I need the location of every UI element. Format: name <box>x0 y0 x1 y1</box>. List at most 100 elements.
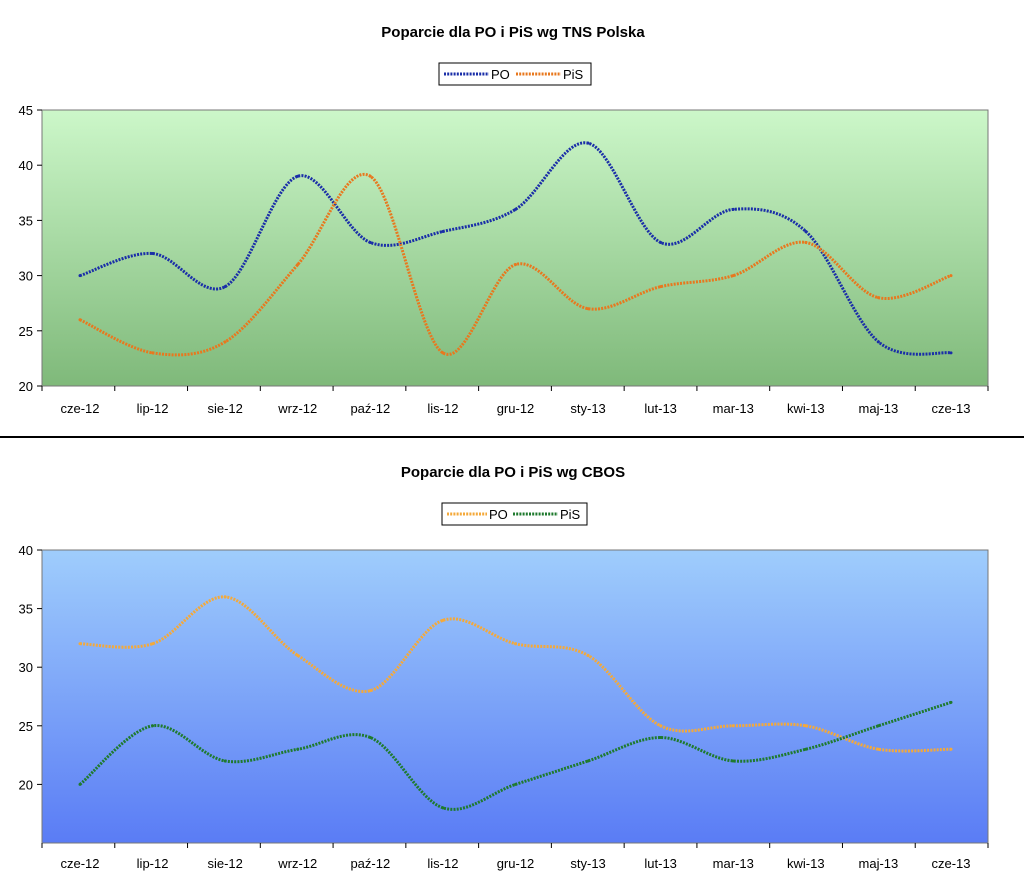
chart-1-xtick-label: gru-12 <box>497 856 535 871</box>
chart-1-series-po-point <box>659 724 663 728</box>
chart-0-xtick-label: mar-13 <box>713 401 754 416</box>
chart-1-ytick-label: 30 <box>19 660 33 675</box>
chart-1-xtick-label: mar-13 <box>713 856 754 871</box>
chart-tns-series <box>78 141 953 357</box>
chart-1-xtick-label: maj-13 <box>859 856 899 871</box>
chart-0-series-pis-point <box>151 351 155 355</box>
chart-0-xtick-label: lip-12 <box>137 401 169 416</box>
chart-0-series-po-point <box>514 207 517 211</box>
chart-1-xtick-label: lip-12 <box>137 856 169 871</box>
chart-cbos-series <box>78 595 953 811</box>
chart-0-xtick-label: wrz-12 <box>277 401 317 416</box>
chart-0-series-po-point <box>876 340 880 344</box>
chart-0-series-pis-point <box>296 263 300 267</box>
chart-1-xtick-label: paź-12 <box>350 856 390 871</box>
chart-0-xtick-label: lis-12 <box>427 401 458 416</box>
chart-tns-plot-area <box>41 109 989 387</box>
chart-0-xtick-label: sty-13 <box>570 401 605 416</box>
chart-tns-legend-pis: PiS <box>563 67 584 82</box>
chart-0-ytick-label: 25 <box>19 324 33 339</box>
chart-1-series-po-point <box>78 642 82 646</box>
chart-tns: Poparcie dla PO i PiS wg TNS Polska PO P… <box>19 24 989 416</box>
chart-tns-title: Poparcie dla PO i PiS wg TNS Polska <box>381 24 645 41</box>
chart-cbos: Poparcie dla PO i PiS wg CBOS PO PiS 202… <box>19 464 989 871</box>
chart-1-series-pis-point <box>368 736 372 740</box>
chart-1-xtick-label: kwi-13 <box>787 856 825 871</box>
chart-cbos-legend-pis: PiS <box>560 507 581 522</box>
chart-0-series-po-point <box>151 252 155 256</box>
chart-0-series-po-point <box>949 351 953 355</box>
chart-1-series-po-point <box>586 653 590 657</box>
chart-0-xtick-label: sie-12 <box>207 401 242 416</box>
chart-cbos-legend-po: PO <box>489 507 508 522</box>
chart-1-xtick-label: lis-12 <box>427 856 458 871</box>
chart-0-series-pis-point <box>441 351 445 355</box>
chart-1-series-po-point <box>368 689 372 693</box>
chart-1-ytick-label: 40 <box>19 543 33 558</box>
chart-1-ytick-label: 20 <box>19 777 33 792</box>
chart-1-series-pis-point <box>586 759 590 763</box>
chart-1-series-po-point <box>441 618 445 622</box>
chart-1-ytick-label: 35 <box>19 602 33 617</box>
chart-0-ytick-label: 30 <box>19 269 33 284</box>
chart-1-series-pis-point <box>731 759 735 763</box>
chart-0-series-pis-point <box>368 174 372 178</box>
chart-cbos-legend: PO PiS <box>441 502 588 526</box>
chart-0-xtick-label: kwi-13 <box>787 401 825 416</box>
chart-1-series-po-point <box>876 747 880 751</box>
chart-0-ytick-label: 35 <box>19 213 33 228</box>
chart-1-series-pis-point <box>514 782 517 786</box>
chart-tns-legend-box <box>438 62 592 86</box>
chart-1-series-po-point <box>731 724 735 728</box>
chart-1-series-pis-point <box>659 736 663 740</box>
chart-0-ytick-label: 45 <box>19 103 33 118</box>
chart-1-series-pis-point <box>78 782 82 786</box>
chart-0-series-pis-point <box>514 263 517 267</box>
chart-1-xtick-label: sie-12 <box>207 856 242 871</box>
chart-cbos-plot-area <box>41 549 989 844</box>
chart-1-series-pis-point <box>949 700 953 704</box>
chart-0-series-pis-point <box>949 274 953 278</box>
chart-1-series-pis-point <box>441 806 445 810</box>
chart-1-series-po-point <box>949 747 953 751</box>
chart-0-xtick-label: cze-12 <box>60 401 99 416</box>
chart-0-ytick-label: 20 <box>19 379 33 394</box>
chart-0-series-po-point <box>586 141 590 145</box>
chart-1-series-pis-point <box>296 747 300 751</box>
chart-0-series-pis-point <box>876 296 880 300</box>
chart-1-series-pis-line <box>79 700 952 811</box>
chart-1-series-po-point <box>804 724 808 728</box>
chart-0-xtick-label: cze-13 <box>931 401 970 416</box>
chart-0-series-po-point <box>731 207 735 211</box>
chart-1-series-pis-point <box>151 724 155 728</box>
chart-tns-legend-po: PO <box>491 67 510 82</box>
chart-cbos-axes: 20 25 30 35 40 cze-12 lip-12 sie-12 wrz-12 paź-12… <box>19 543 989 871</box>
chart-0-xtick-label: gru-12 <box>497 401 535 416</box>
chart-cbos-title: Poparcie dla PO i PiS wg CBOS <box>401 464 625 481</box>
chart-0-ytick-label: 40 <box>19 158 33 173</box>
chart-1-series-pis-point <box>223 759 227 763</box>
chart-tns-legend: PO PiS <box>438 62 592 86</box>
chart-0-series-po-point <box>78 274 82 278</box>
chart-1-xtick-label: cze-13 <box>931 856 970 871</box>
chart-0-xtick-label: paź-12 <box>350 401 390 416</box>
chart-0-series-pis-point <box>78 318 82 322</box>
chart-0-series-po-point <box>223 285 227 289</box>
chart-0-series-po-point <box>368 240 372 244</box>
chart-1-xtick-label: wrz-12 <box>277 856 317 871</box>
chart-0-series-pis-line <box>79 172 952 357</box>
chart-0-series-pis-point <box>223 340 227 344</box>
chart-0-series-po-point <box>659 240 663 244</box>
chart-1-series-po-point <box>296 653 300 657</box>
chart-0-series-po-point <box>804 229 808 233</box>
chart-0-series-pis-point <box>586 307 590 311</box>
chart-1-series-po-point <box>223 595 227 599</box>
chart-1-series-pis-point <box>876 724 880 728</box>
chart-0-series-pis-point <box>731 274 735 278</box>
chart-1-series-pis-point <box>804 747 808 751</box>
chart-1-series-po-point <box>514 642 517 646</box>
chart-0-series-pis-point <box>659 285 663 289</box>
chart-tns-axes: 20 25 30 35 40 45 cze-12 lip-12 sie-12 wrz-12 paź-… <box>19 103 989 416</box>
chart-1-series-po-point <box>151 642 155 646</box>
